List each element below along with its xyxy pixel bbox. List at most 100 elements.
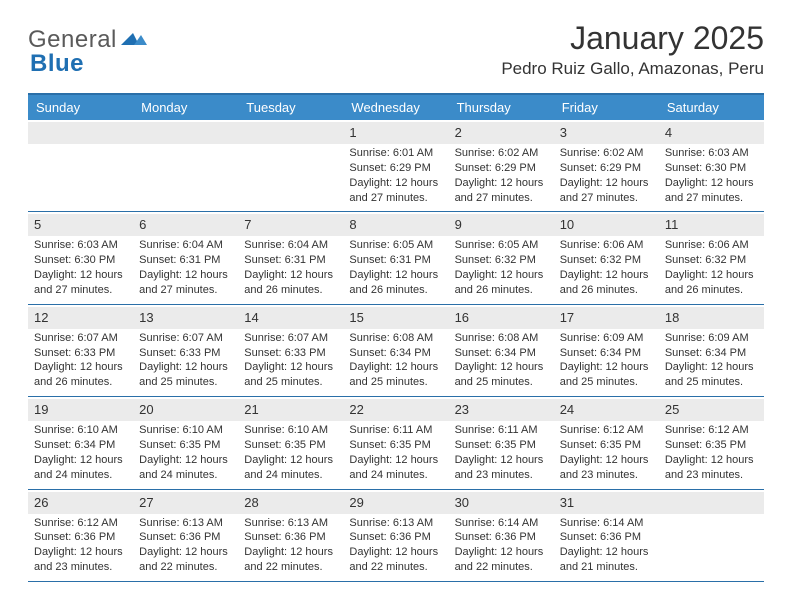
sunrise-line: Sunrise: 6:13 AM [244,516,337,531]
day-number: 7 [244,217,251,232]
day-cell: 31Sunrise: 6:14 AMSunset: 6:36 PMDayligh… [554,490,659,581]
day-cell: 19Sunrise: 6:10 AMSunset: 6:34 PMDayligh… [28,397,133,488]
sunset-line: Sunset: 6:30 PM [665,161,758,176]
daylight-line: Daylight: 12 hours and 25 minutes. [244,360,337,390]
daylight-line: Daylight: 12 hours and 26 minutes. [560,268,653,298]
daylight-line: Daylight: 12 hours and 27 minutes. [34,268,127,298]
day-cell: 17Sunrise: 6:09 AMSunset: 6:34 PMDayligh… [554,305,659,396]
sunrise-line: Sunrise: 6:02 AM [455,146,548,161]
location: Pedro Ruiz Gallo, Amazonas, Peru [501,59,764,79]
daylight-line: Daylight: 12 hours and 23 minutes. [665,453,758,483]
day-of-week: Wednesday [343,95,448,120]
sunrise-line: Sunrise: 6:09 AM [665,331,758,346]
sunrise-line: Sunrise: 6:10 AM [244,423,337,438]
day-cell: 28Sunrise: 6:13 AMSunset: 6:36 PMDayligh… [238,490,343,581]
sunrise-line: Sunrise: 6:14 AM [455,516,548,531]
day-cell: 4Sunrise: 6:03 AMSunset: 6:30 PMDaylight… [659,120,764,211]
daylight-line: Daylight: 12 hours and 25 minutes. [349,360,442,390]
day-cell: . [659,490,764,581]
daylight-line: Daylight: 12 hours and 22 minutes. [139,545,232,575]
daylight-line: Daylight: 12 hours and 27 minutes. [665,176,758,206]
daylight-line: Daylight: 12 hours and 23 minutes. [34,545,127,575]
day-number: 19 [34,402,48,417]
day-number: 12 [34,310,48,325]
sunrise-line: Sunrise: 6:05 AM [455,238,548,253]
day-of-week: Monday [133,95,238,120]
day-number: 17 [560,310,574,325]
day-number: 29 [349,495,363,510]
day-number: 22 [349,402,363,417]
week-row: 5Sunrise: 6:03 AMSunset: 6:30 PMDaylight… [28,212,764,304]
brand-mark-icon [121,29,147,52]
week-row: 12Sunrise: 6:07 AMSunset: 6:33 PMDayligh… [28,305,764,397]
sunrise-line: Sunrise: 6:08 AM [349,331,442,346]
day-number-bar: 24 [554,399,659,421]
daylight-line: Daylight: 12 hours and 24 minutes. [34,453,127,483]
week-row: ...1Sunrise: 6:01 AMSunset: 6:29 PMDayli… [28,120,764,212]
day-number: 16 [455,310,469,325]
day-number: 24 [560,402,574,417]
day-of-week: Saturday [659,95,764,120]
brand-word2-wrap: Blue [30,50,84,78]
day-cell: 24Sunrise: 6:12 AMSunset: 6:35 PMDayligh… [554,397,659,488]
sunrise-line: Sunrise: 6:01 AM [349,146,442,161]
sunrise-line: Sunrise: 6:08 AM [455,331,548,346]
day-cell: 30Sunrise: 6:14 AMSunset: 6:36 PMDayligh… [449,490,554,581]
daylight-line: Daylight: 12 hours and 26 minutes. [34,360,127,390]
day-cell: 10Sunrise: 6:06 AMSunset: 6:32 PMDayligh… [554,212,659,303]
day-number-bar: 5 [28,214,133,236]
sunset-line: Sunset: 6:33 PM [139,346,232,361]
day-number-bar: 13 [133,307,238,329]
day-number: 15 [349,310,363,325]
sunrise-line: Sunrise: 6:11 AM [455,423,548,438]
sunrise-line: Sunrise: 6:06 AM [665,238,758,253]
sunset-line: Sunset: 6:33 PM [244,346,337,361]
weeks-container: ...1Sunrise: 6:01 AMSunset: 6:29 PMDayli… [28,120,764,582]
day-number-bar: . [133,122,238,144]
sunset-line: Sunset: 6:34 PM [34,438,127,453]
sunset-line: Sunset: 6:35 PM [455,438,548,453]
day-number-bar: 18 [659,307,764,329]
sunset-line: Sunset: 6:29 PM [560,161,653,176]
sunset-line: Sunset: 6:34 PM [455,346,548,361]
day-number: 30 [455,495,469,510]
sunset-line: Sunset: 6:32 PM [560,253,653,268]
day-number-bar: 31 [554,492,659,514]
daylight-line: Daylight: 12 hours and 27 minutes. [455,176,548,206]
day-cell: . [238,120,343,211]
calendar: SundayMondayTuesdayWednesdayThursdayFrid… [28,93,764,582]
month-title: January 2025 [501,20,764,57]
sunrise-line: Sunrise: 6:12 AM [560,423,653,438]
day-number: 26 [34,495,48,510]
sunset-line: Sunset: 6:35 PM [349,438,442,453]
day-cell: 7Sunrise: 6:04 AMSunset: 6:31 PMDaylight… [238,212,343,303]
sunset-line: Sunset: 6:35 PM [560,438,653,453]
daylight-line: Daylight: 12 hours and 26 minutes. [665,268,758,298]
day-number-bar: 27 [133,492,238,514]
day-cell: 21Sunrise: 6:10 AMSunset: 6:35 PMDayligh… [238,397,343,488]
daylight-line: Daylight: 12 hours and 27 minutes. [139,268,232,298]
daylight-line: Daylight: 12 hours and 22 minutes. [244,545,337,575]
day-number: 4 [665,125,672,140]
day-number-bar: 22 [343,399,448,421]
day-cell: 22Sunrise: 6:11 AMSunset: 6:35 PMDayligh… [343,397,448,488]
day-number-bar: 20 [133,399,238,421]
day-cell: 26Sunrise: 6:12 AMSunset: 6:36 PMDayligh… [28,490,133,581]
daylight-line: Daylight: 12 hours and 24 minutes. [244,453,337,483]
sunset-line: Sunset: 6:32 PM [665,253,758,268]
sunrise-line: Sunrise: 6:09 AM [560,331,653,346]
day-number: 13 [139,310,153,325]
header: General January 2025 Pedro Ruiz Gallo, A… [0,0,792,87]
day-of-week: Tuesday [238,95,343,120]
day-number: 20 [139,402,153,417]
day-number-bar: . [28,122,133,144]
day-cell: 8Sunrise: 6:05 AMSunset: 6:31 PMDaylight… [343,212,448,303]
day-cell: 29Sunrise: 6:13 AMSunset: 6:36 PMDayligh… [343,490,448,581]
day-number-bar: 17 [554,307,659,329]
day-cell: 6Sunrise: 6:04 AMSunset: 6:31 PMDaylight… [133,212,238,303]
sunset-line: Sunset: 6:29 PM [349,161,442,176]
daylight-line: Daylight: 12 hours and 25 minutes. [665,360,758,390]
day-cell: 15Sunrise: 6:08 AMSunset: 6:34 PMDayligh… [343,305,448,396]
sunrise-line: Sunrise: 6:07 AM [139,331,232,346]
sunset-line: Sunset: 6:31 PM [244,253,337,268]
